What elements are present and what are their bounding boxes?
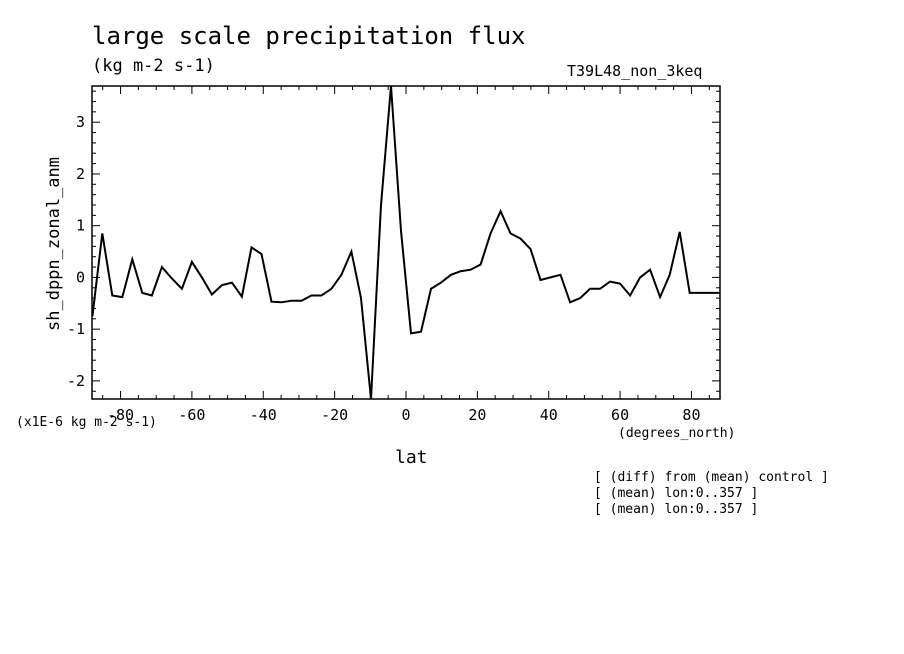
y-axis-units: (x1E-6 kg m-2 s-1): [16, 415, 157, 430]
x-tick-label: -80: [107, 406, 134, 424]
y-tick-label: -2: [67, 372, 85, 390]
series-line: [92, 86, 720, 399]
chart-title: large scale precipitation flux: [92, 22, 526, 50]
y-tick-label: 1: [76, 217, 85, 235]
x-tick-label: 0: [401, 406, 410, 424]
x-tick-label: 60: [611, 406, 629, 424]
x-tick-label: -60: [178, 406, 205, 424]
y-axis-label: sh_dppn_zonal_anm: [44, 157, 64, 331]
y-tick-label: 2: [76, 165, 85, 183]
y-tick-label: -1: [67, 320, 85, 338]
x-tick-label: -20: [321, 406, 348, 424]
chart-subtitle: (kg m-2 s-1): [92, 56, 215, 76]
annotation-note-3: [ (mean) lon:0..357 ]: [594, 502, 759, 517]
x-tick-label: 40: [540, 406, 558, 424]
x-tick-label: -40: [250, 406, 277, 424]
x-tick-label: 20: [468, 406, 486, 424]
x-tick-label: 80: [682, 406, 700, 424]
x-axis-units: (degrees_north): [618, 426, 736, 441]
y-tick-label: 3: [76, 113, 85, 131]
plot-frame: [91, 85, 721, 400]
y-tick-label: 0: [76, 268, 85, 286]
annotation-note-2: [ (mean) lon:0..357 ]: [594, 486, 759, 501]
x-axis-label: lat: [395, 447, 428, 468]
annotation-note-1: [ (diff) from (mean) control ]: [594, 470, 829, 485]
run-label: T39L48_non_3keq: [567, 62, 703, 80]
